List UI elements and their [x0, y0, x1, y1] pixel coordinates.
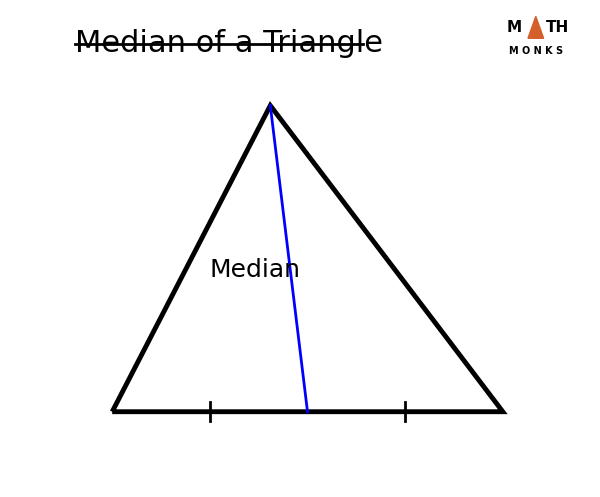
Text: TH: TH [546, 20, 569, 35]
Polygon shape [528, 16, 544, 38]
Text: M: M [507, 20, 522, 35]
Text: M O N K S: M O N K S [509, 46, 563, 56]
Text: Median of a Triangle: Median of a Triangle [75, 29, 383, 58]
Text: Median: Median [210, 258, 301, 282]
